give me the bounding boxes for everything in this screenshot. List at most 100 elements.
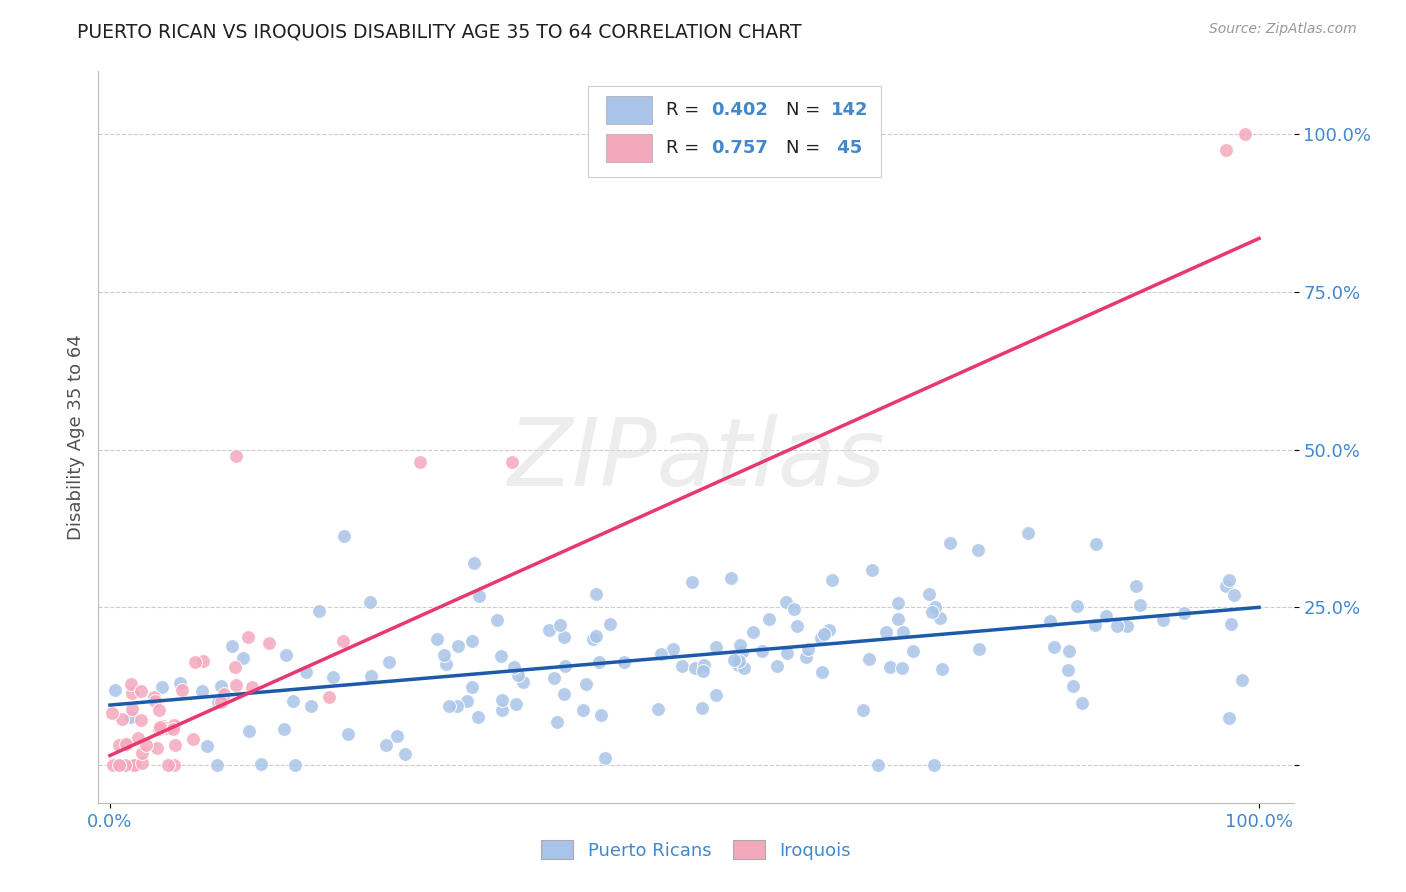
Point bbox=[554, 659, 576, 673]
Point bbox=[446, 699, 468, 714]
Point bbox=[195, 739, 218, 754]
Point bbox=[240, 680, 263, 694]
Point bbox=[967, 542, 990, 557]
Text: 45: 45 bbox=[831, 139, 862, 157]
Point bbox=[1107, 619, 1129, 633]
Point bbox=[221, 640, 243, 654]
Point bbox=[131, 746, 153, 760]
Point bbox=[1223, 588, 1246, 602]
Point bbox=[681, 574, 703, 589]
Point bbox=[858, 651, 880, 665]
Point bbox=[506, 668, 529, 682]
Point bbox=[1084, 618, 1107, 632]
Point bbox=[114, 758, 136, 772]
Point bbox=[1125, 579, 1147, 593]
Point bbox=[890, 661, 912, 675]
Point bbox=[163, 717, 186, 731]
Point bbox=[588, 655, 610, 669]
Point bbox=[1220, 616, 1243, 631]
Point bbox=[585, 629, 607, 643]
Point bbox=[461, 633, 484, 648]
Point bbox=[1232, 673, 1254, 688]
Point bbox=[281, 693, 304, 707]
Point bbox=[692, 664, 714, 678]
Point bbox=[810, 631, 832, 645]
Point bbox=[467, 710, 489, 724]
Point bbox=[209, 679, 232, 693]
Point bbox=[575, 677, 598, 691]
Point bbox=[585, 587, 607, 601]
Point bbox=[100, 706, 122, 720]
Point bbox=[821, 573, 844, 587]
Point bbox=[333, 529, 356, 543]
Text: 0.757: 0.757 bbox=[711, 139, 769, 157]
Point bbox=[129, 684, 152, 698]
Point bbox=[581, 632, 603, 646]
Point bbox=[149, 720, 172, 734]
Point bbox=[797, 642, 820, 657]
Point bbox=[733, 661, 755, 675]
Text: N =: N = bbox=[786, 101, 825, 120]
Text: R =: R = bbox=[666, 101, 704, 120]
Point bbox=[766, 659, 789, 673]
Point bbox=[879, 660, 901, 674]
Point bbox=[439, 698, 461, 713]
Point bbox=[385, 729, 408, 743]
Point bbox=[817, 623, 839, 637]
Point bbox=[378, 655, 401, 669]
Point bbox=[148, 703, 170, 717]
Point bbox=[922, 758, 945, 772]
Point bbox=[720, 571, 742, 585]
Point bbox=[295, 665, 318, 679]
Point bbox=[121, 686, 143, 700]
Point bbox=[548, 617, 571, 632]
Point bbox=[308, 604, 330, 618]
Point bbox=[538, 623, 561, 637]
Point bbox=[813, 627, 835, 641]
Y-axis label: Disability Age 35 to 64: Disability Age 35 to 64 bbox=[66, 334, 84, 540]
Point bbox=[505, 698, 527, 712]
Point bbox=[191, 684, 214, 698]
Point bbox=[322, 670, 344, 684]
Point bbox=[193, 654, 215, 668]
Text: R =: R = bbox=[666, 139, 704, 157]
Point bbox=[613, 655, 636, 669]
Point bbox=[115, 738, 138, 752]
Point bbox=[775, 595, 797, 609]
Point bbox=[456, 694, 478, 708]
Point bbox=[1215, 579, 1237, 593]
Point bbox=[491, 649, 513, 664]
Point bbox=[553, 630, 575, 644]
Point bbox=[447, 639, 470, 653]
Point bbox=[939, 535, 962, 549]
Point bbox=[742, 625, 765, 640]
Point bbox=[661, 641, 683, 656]
Point bbox=[163, 758, 186, 772]
Point bbox=[671, 659, 693, 673]
Point bbox=[394, 747, 416, 761]
Point bbox=[114, 737, 136, 751]
Point bbox=[1218, 711, 1240, 725]
Point bbox=[131, 756, 153, 771]
Point bbox=[1057, 644, 1080, 658]
Point bbox=[491, 703, 513, 717]
Point bbox=[730, 645, 752, 659]
Point bbox=[512, 675, 534, 690]
Text: 142: 142 bbox=[831, 101, 869, 120]
Point bbox=[101, 758, 124, 772]
Point bbox=[212, 686, 235, 700]
Point bbox=[299, 698, 322, 713]
Point bbox=[1173, 606, 1195, 620]
Point bbox=[786, 619, 808, 633]
Text: N =: N = bbox=[786, 139, 825, 157]
Point bbox=[491, 692, 513, 706]
Point bbox=[165, 738, 187, 752]
Point bbox=[1056, 663, 1078, 677]
Point bbox=[232, 651, 254, 665]
Point bbox=[274, 648, 297, 662]
Text: ZIPatlas: ZIPatlas bbox=[508, 414, 884, 505]
Point bbox=[810, 665, 832, 680]
Point bbox=[143, 694, 166, 708]
Point bbox=[485, 613, 508, 627]
Point bbox=[723, 653, 745, 667]
